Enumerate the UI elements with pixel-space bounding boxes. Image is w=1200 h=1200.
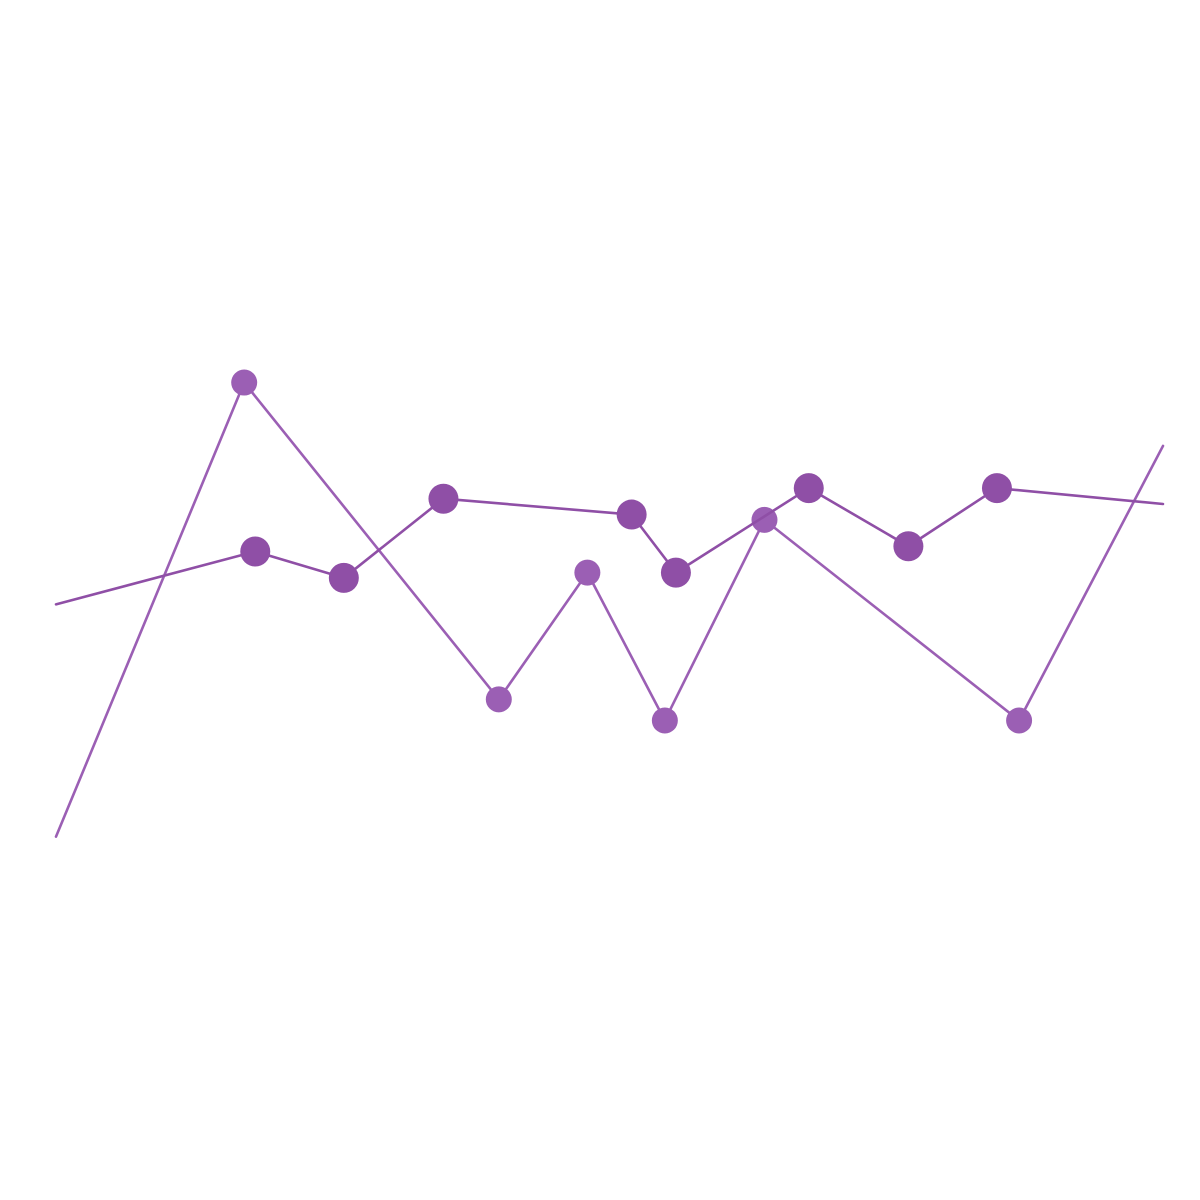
series-a-point xyxy=(1006,707,1033,734)
series-a-point xyxy=(651,707,678,734)
series-a xyxy=(54,369,1165,838)
series-b xyxy=(54,473,1165,606)
series-b-line xyxy=(54,486,1165,606)
series-b-point xyxy=(793,473,824,504)
series-b-point xyxy=(616,499,647,530)
series-a-point xyxy=(231,369,258,396)
series-b-point xyxy=(660,557,691,588)
series-b-point xyxy=(328,562,359,593)
series-a-point xyxy=(574,559,601,586)
series-b-point xyxy=(240,536,271,567)
series-b-point xyxy=(981,473,1012,504)
series-layer xyxy=(54,369,1165,838)
series-a-point xyxy=(485,686,512,713)
series-a-line xyxy=(54,381,1165,838)
series-b-point xyxy=(428,483,459,514)
series-b-point xyxy=(893,531,924,562)
